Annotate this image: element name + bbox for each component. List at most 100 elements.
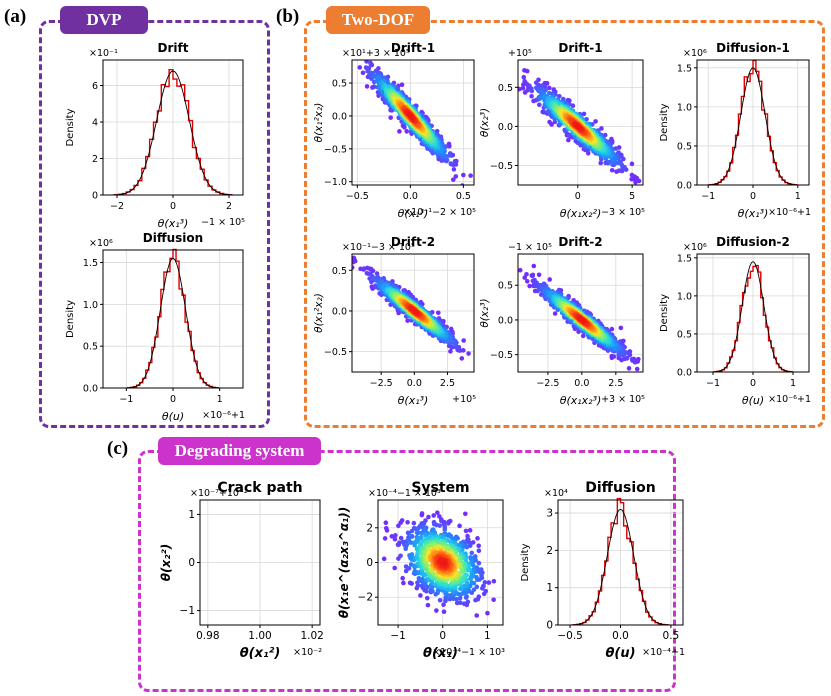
b2-point (518, 70, 519, 73)
b2-point (629, 161, 635, 167)
b4-point (369, 284, 375, 289)
c2-point (441, 602, 446, 607)
b1-point (397, 129, 402, 134)
c2-point (424, 588, 429, 594)
b5-point (609, 326, 615, 332)
b5-yoffset: −1 × 10⁵ (508, 242, 552, 253)
b4-ytick-label: 0.5 (332, 266, 347, 277)
b2-point (575, 123, 580, 129)
b4-yoffset: ×10⁻¹−3 × 10⁵ (342, 242, 415, 253)
b1-point (364, 60, 369, 64)
c2-point (463, 528, 469, 534)
b2-point (552, 119, 558, 125)
c2-point (434, 608, 439, 613)
a1-ytick-label: 6 (92, 81, 98, 92)
b5-point (629, 356, 635, 362)
b1-xtick-label: 0.0 (403, 191, 418, 202)
panel-a-badge: DVP (60, 6, 148, 34)
c1-xlabel: θ(x₁²) (240, 646, 281, 661)
b1-xoffset: ×10⁻¹−2 × 10⁵ (403, 207, 476, 218)
b1-xtick-label: 0.5 (456, 191, 471, 202)
b2-point (546, 85, 552, 91)
b5-ylabel: θ(x₂³) (479, 298, 491, 327)
b2-xoffset: −3 × 10⁵ (601, 207, 645, 218)
c2-point (389, 534, 395, 539)
b1-point (468, 173, 473, 178)
c2-point (401, 580, 406, 586)
c2-point (398, 520, 404, 525)
c2-point (508, 582, 513, 587)
b1-xlabel: θ(x₁³) (398, 207, 429, 220)
b1-point (402, 125, 407, 130)
c2-point (480, 586, 485, 591)
c2-point (450, 536, 456, 541)
b5-point (539, 283, 545, 288)
b1-ytick-label: 0.0 (332, 111, 347, 122)
a1-ytick-label: 2 (92, 154, 98, 165)
b5-ytick-label: 0.5 (498, 281, 513, 292)
b5-point (536, 272, 542, 278)
c1-xoffset: ×10⁻² (293, 647, 322, 658)
c2-point (469, 580, 474, 585)
b5-point (530, 273, 535, 279)
panel-b-badge: Two-DOF (326, 6, 430, 34)
b5-points-group (518, 263, 641, 372)
c1-ytick-label: −1 (180, 605, 195, 617)
b2-point (498, 57, 503, 62)
b1-point (450, 177, 456, 182)
b4-point (454, 345, 459, 350)
b2-ytick-label: −0.5 (490, 161, 513, 172)
b2-point (513, 63, 518, 68)
c2-point (465, 599, 471, 605)
c2-point (396, 523, 401, 529)
a2-ylabel: Density (65, 300, 76, 338)
b3-title: Diffusion-1 (716, 41, 790, 55)
b3-density-curve (697, 67, 809, 186)
b5-ytick-label: 0.0 (498, 315, 513, 326)
b2-point (629, 172, 635, 178)
a2-hist-bars (126, 248, 220, 389)
c2-point (403, 546, 408, 552)
b3-xtick-label: 1 (795, 191, 801, 202)
b4-point (352, 258, 358, 264)
a2-ytick-label: 1.5 (83, 258, 98, 269)
b4-xtick-label: 2.5 (440, 378, 455, 389)
a2-ytick-label: 0.5 (83, 342, 98, 353)
a2-xoffset: ×10⁻⁶+1 (202, 410, 245, 421)
b2-point (507, 77, 512, 82)
b2-point (613, 146, 619, 151)
c2-point (475, 536, 480, 541)
c2-point (476, 560, 482, 566)
c2-point (384, 528, 390, 533)
b2-point (598, 160, 603, 166)
c2-point (485, 610, 490, 616)
c2-point (441, 609, 447, 615)
c2-point (416, 530, 421, 536)
b6-xtick-label: 1 (790, 378, 796, 389)
b3-ytick-label: 1.5 (677, 63, 692, 74)
b4-point (374, 278, 380, 284)
b6-ytick-label: 1.0 (677, 291, 692, 302)
a2-yscale: ×10⁶ (89, 238, 113, 249)
c2-point (457, 523, 462, 529)
c2-point (476, 548, 482, 553)
c2-point (446, 521, 451, 526)
b2-point (633, 179, 638, 185)
a1-xlabel: θ(x₁³) (158, 217, 189, 230)
c2-point (435, 510, 440, 515)
b1-point (368, 62, 374, 68)
b5-point (626, 366, 632, 371)
a2-xtick-label: 0 (170, 394, 176, 405)
c1-xtick-label: 1.02 (300, 630, 323, 642)
b6-ytick-label: 0.5 (677, 329, 692, 340)
b1-point (407, 113, 413, 118)
c2-point (381, 556, 387, 562)
c2-point (507, 577, 512, 582)
b1-ytick-label: −0.5 (324, 144, 347, 155)
a1-ylabel: Density (65, 108, 76, 146)
c2-point (409, 581, 414, 586)
b1-title: Drift-1 (391, 41, 435, 55)
b1-point (388, 115, 393, 120)
b6-ytick-label: 0.0 (677, 368, 692, 379)
c2-point (409, 552, 415, 557)
